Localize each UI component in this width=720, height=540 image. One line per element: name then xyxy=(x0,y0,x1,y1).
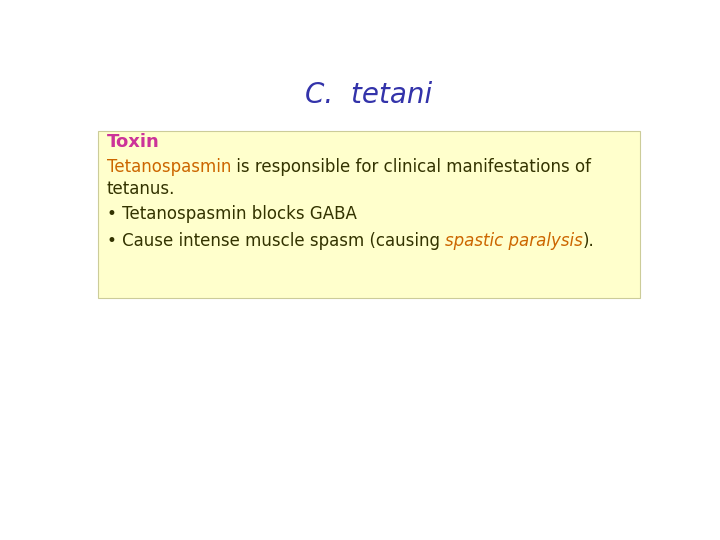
Text: C.  tetani: C. tetani xyxy=(305,82,433,110)
Text: tetanus.: tetanus. xyxy=(107,180,175,198)
Text: Toxin: Toxin xyxy=(107,133,160,151)
Text: • Tetanospasmin blocks GABA: • Tetanospasmin blocks GABA xyxy=(107,205,356,224)
Text: • Cause intense muscle spasm (causing: • Cause intense muscle spasm (causing xyxy=(107,232,445,251)
Text: ).: ). xyxy=(582,232,595,251)
FancyBboxPatch shape xyxy=(99,131,639,298)
Text: is responsible for clinical manifestations of: is responsible for clinical manifestatio… xyxy=(231,158,591,177)
Text: spastic paralysis: spastic paralysis xyxy=(445,232,582,251)
Text: Tetanospasmin: Tetanospasmin xyxy=(107,158,231,177)
